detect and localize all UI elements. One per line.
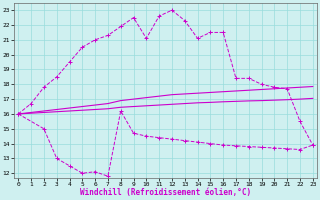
X-axis label: Windchill (Refroidissement éolien,°C): Windchill (Refroidissement éolien,°C) bbox=[80, 188, 251, 197]
